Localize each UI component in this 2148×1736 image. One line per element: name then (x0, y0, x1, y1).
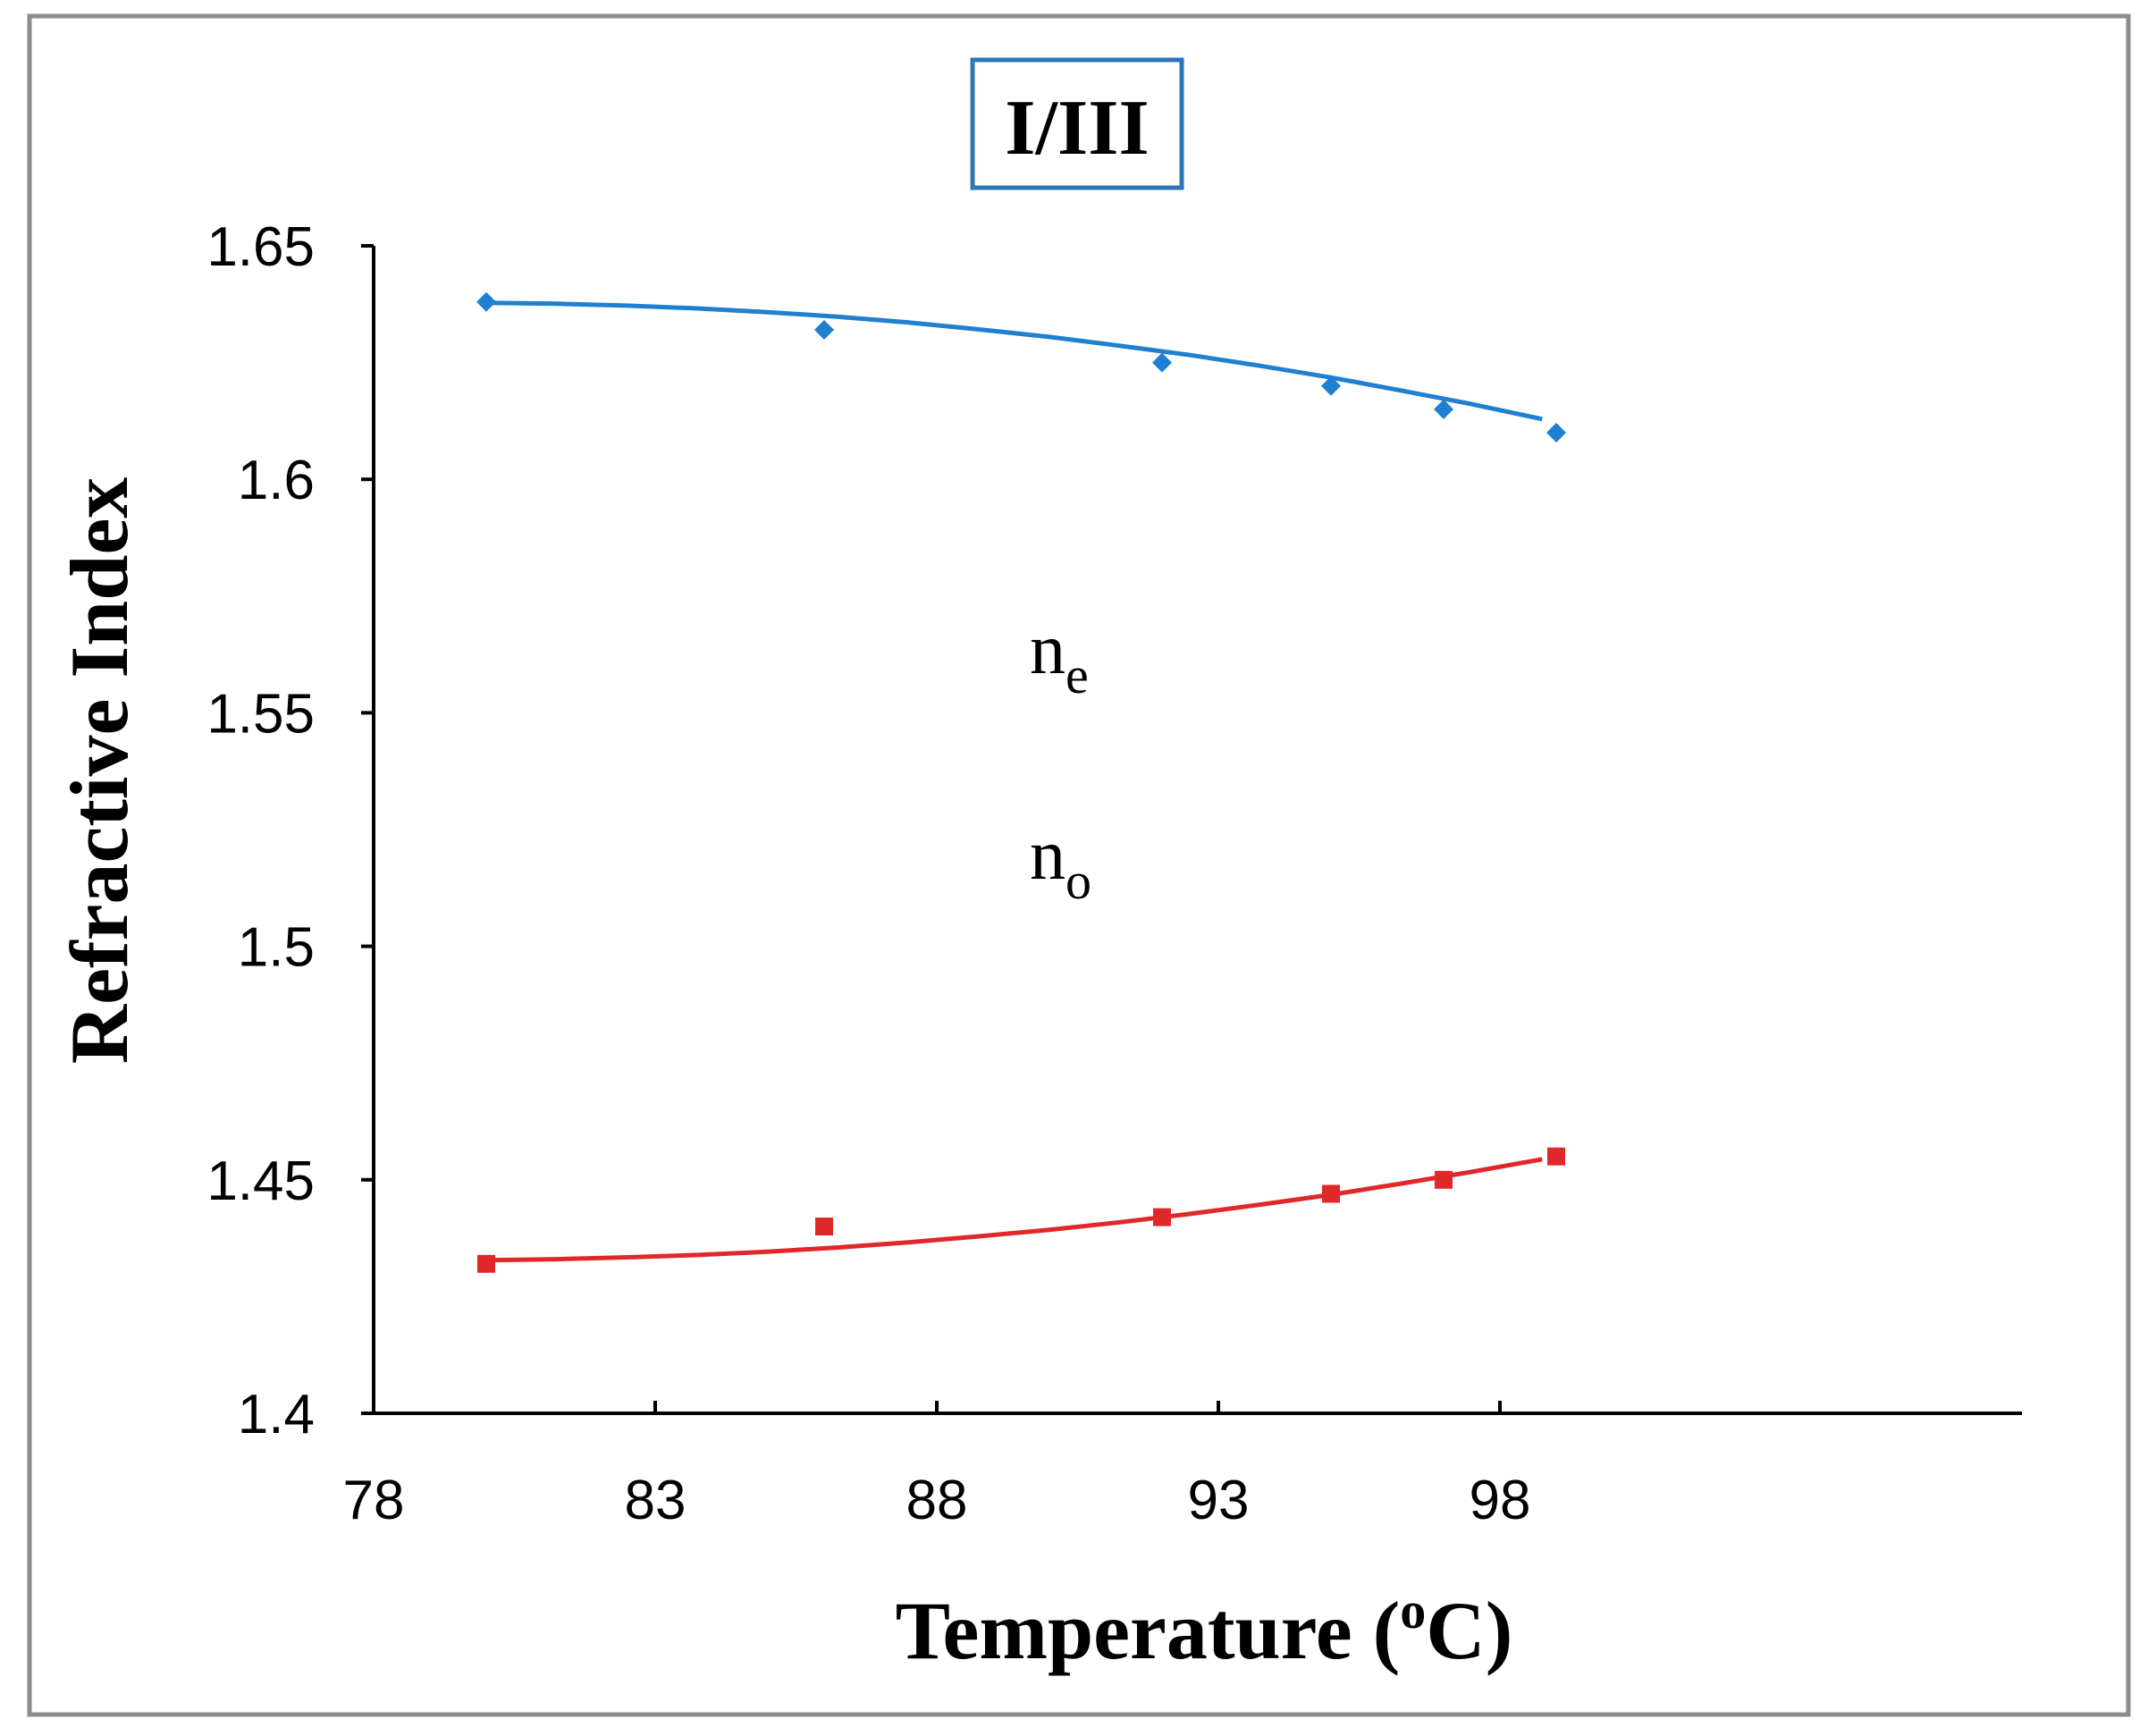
x-tick-label: 83 (625, 1470, 687, 1531)
annotation-ne: ne (1030, 611, 1089, 704)
point-no (1322, 1184, 1340, 1203)
point-no (1153, 1208, 1171, 1226)
annotation-no-main: n (1030, 816, 1066, 895)
point-ne (814, 320, 834, 341)
point-ne (476, 291, 496, 312)
point-ne (1546, 422, 1566, 442)
point-no (477, 1254, 495, 1273)
series-no (477, 1147, 1565, 1273)
point-ne (1152, 352, 1172, 373)
y-tick-label: 1.6 (238, 450, 315, 511)
chart-frame (27, 13, 2131, 1717)
y-tick-label: 1.45 (206, 1150, 315, 1212)
point-no (1435, 1170, 1453, 1189)
x-axis-title-unit: C) (1426, 1585, 1512, 1676)
trendline-ne (485, 300, 1543, 422)
y-tick-label: 1.65 (206, 216, 315, 278)
x-tick-label: 78 (343, 1470, 405, 1531)
annotation-no: no (1030, 816, 1091, 910)
annotation-ne-main: n (1030, 611, 1066, 689)
series-ne (476, 291, 1566, 442)
x-axis-title-sup: o (1400, 1581, 1426, 1639)
trendline-no (485, 1157, 1543, 1263)
annotation-ne-sub: e (1066, 646, 1089, 704)
x-tick-label: 93 (1188, 1470, 1250, 1531)
x-ticks: 78 83 88 93 98 (343, 1401, 1531, 1531)
x-axis-title: Temperature (oC) (896, 1581, 1513, 1676)
chart-title: I/III (1005, 85, 1149, 172)
chart-title-box (970, 57, 1184, 190)
chart-title-group: I/III (970, 57, 1184, 190)
y-axis-title: Refractive Index (54, 477, 145, 1065)
point-ne (1321, 375, 1341, 396)
y-tick-label: 1.4 (238, 1384, 315, 1445)
point-no (1547, 1147, 1565, 1166)
x-tick-label: 88 (906, 1470, 968, 1531)
y-tick-label: 1.55 (206, 683, 315, 745)
y-ticks: 1.4 1.45 1.5 1.55 1.6 1.65 (206, 216, 374, 1445)
x-axis-title-main: Temperature ( (896, 1585, 1401, 1676)
series-layer (476, 291, 1566, 1273)
point-ne (1434, 399, 1453, 419)
point-no (815, 1218, 833, 1236)
y-tick-label: 1.5 (238, 917, 315, 979)
annotation-no-sub: o (1066, 852, 1091, 910)
x-tick-label: 98 (1470, 1470, 1531, 1531)
